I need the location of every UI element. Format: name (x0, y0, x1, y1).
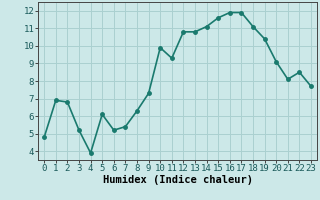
X-axis label: Humidex (Indice chaleur): Humidex (Indice chaleur) (103, 175, 252, 185)
